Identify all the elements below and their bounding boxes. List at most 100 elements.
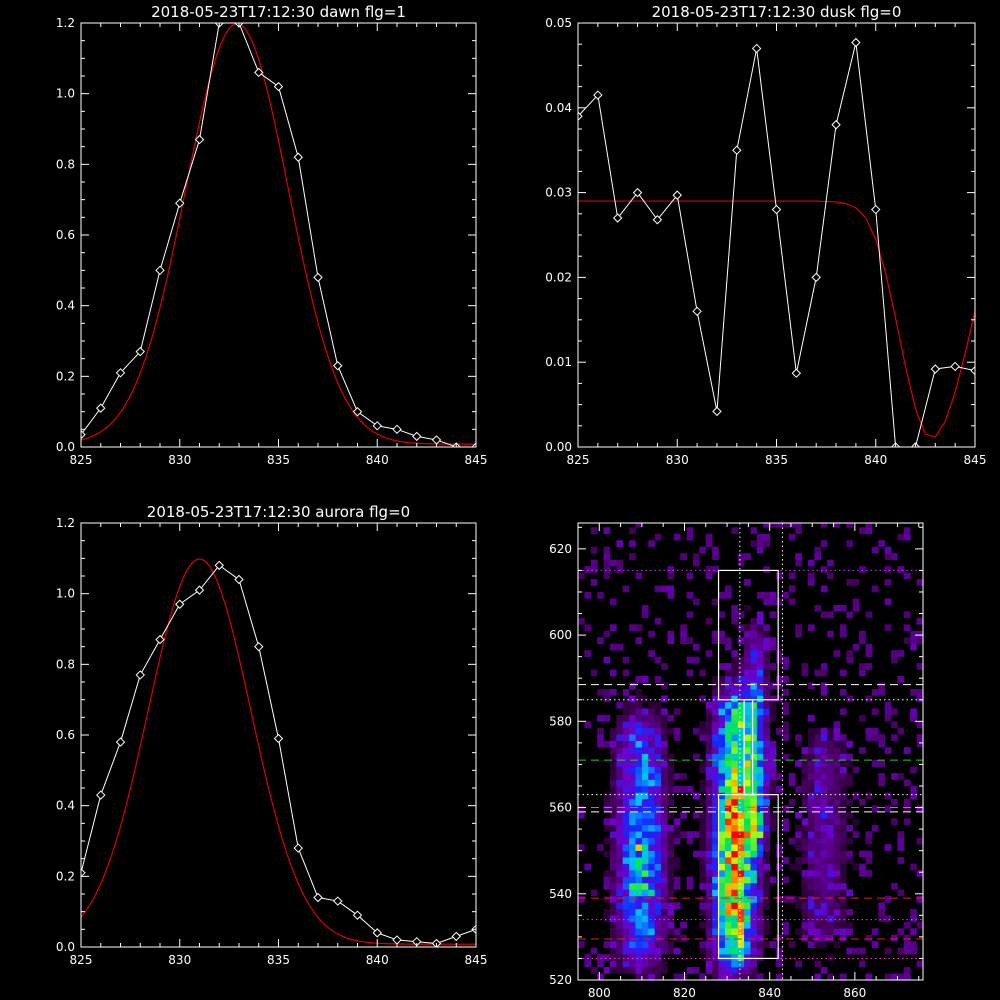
heatmap-cell [737,915,745,923]
heatmap-cell [865,650,873,657]
heatmap-cell [744,760,751,767]
heatmap-cell [622,585,630,593]
heatmap-cell [731,902,739,910]
heatmap-cell [878,908,885,916]
heatmap-cell [616,798,624,806]
heatmap-cell [724,863,732,871]
heatmap-cell [897,533,905,541]
heatmap-cell [609,954,617,961]
heatmap-cell [724,727,732,735]
heatmap-cell [846,824,854,832]
heatmap-cell [827,766,834,774]
heatmap-cell [859,863,866,871]
heatmap-cell [654,727,662,735]
heatmap-cell [609,818,617,826]
heatmap-cell [910,915,917,923]
heatmap-cell [750,805,758,813]
heatmap-cell [667,831,675,839]
heatmap-cell [827,740,834,748]
heatmap-cell [724,669,732,677]
heatmap-cell [744,928,751,936]
heatmap-cell [718,760,726,767]
heatmap-cell [827,611,834,619]
heatmap-cell [712,760,719,767]
heatmap-cell [724,921,732,929]
heatmap-cell [641,967,649,974]
heatmap-cell [788,585,796,593]
heatmap-cell [820,540,828,548]
heatmap-cell [744,624,751,632]
heatmap-cell [641,805,649,813]
heatmap-cell [724,773,732,780]
heatmap-cell [865,643,873,651]
heatmap-cell [712,960,719,968]
heatmap-cell [839,734,847,742]
heatmap-cell [578,844,585,851]
heatmap-cell [724,701,732,709]
heatmap-cell [648,766,655,774]
heatmap-cell [661,863,668,871]
heatmap-cell [808,559,815,567]
heatmap-cell [731,908,739,916]
heatmap-cell [801,805,809,813]
heatmap-cell [718,805,726,813]
heatmap-cell [641,954,649,961]
heatmap-cell [724,844,732,851]
heatmap-cell [756,753,764,761]
heatmap-cell [603,792,611,800]
heatmap-cell [667,863,675,871]
heatmap-cell [629,960,636,968]
heatmap-cell [578,617,585,625]
heatmap-cell [808,941,815,948]
heatmap-cell [648,708,655,716]
heatmap-cell [852,947,860,955]
heatmap-cell [616,902,624,910]
heatmap-cell [705,701,713,709]
heatmap-cell [635,572,643,580]
heatmap-cell [603,553,611,560]
heatmap-cell [584,624,592,632]
heatmap-cell [763,798,770,806]
heatmap-cell [654,766,662,774]
heatmap-cell [712,934,719,942]
heatmap-cell [731,818,739,826]
heatmap-cell [827,805,834,813]
heatmap-cell [782,663,790,670]
heatmap-cell [737,798,745,806]
heatmap-cell [744,831,751,839]
heatmap-cell [661,727,668,735]
heatmap-cell [635,941,643,948]
heatmap-cell [814,844,822,851]
heatmap-cell [648,714,655,722]
heatmap-cell [712,779,719,787]
data-point [352,910,363,920]
data-point [273,81,284,92]
heatmap-cell [641,960,649,968]
heatmap-cell [654,973,662,980]
heatmap-cell [641,811,649,819]
heatmap-cell [616,753,624,761]
heatmap-cell [871,708,879,716]
heatmap-cell [699,798,707,806]
heatmap-cell [693,553,700,560]
heatmap-cell [712,863,719,871]
heatmap-cell [622,701,630,709]
heatmap-cell [641,695,649,703]
heatmap-cell [884,915,892,923]
heatmap-cell [712,708,719,716]
heatmap-cell [705,967,713,974]
heatmap-cell [718,747,726,754]
heatmap-cell [654,902,662,910]
heatmap-cell [891,721,898,729]
heatmap-cell [859,747,866,754]
heatmap-cell [629,701,636,709]
heatmap-cell [763,850,770,858]
heatmap-cell [718,727,726,735]
heatmap-cell [648,740,655,748]
heatmap-cell [776,895,783,903]
heatmap-cell [712,902,719,910]
heatmap-cell [622,967,630,974]
heatmap-cell [629,941,636,948]
heatmap-cell [635,850,643,858]
